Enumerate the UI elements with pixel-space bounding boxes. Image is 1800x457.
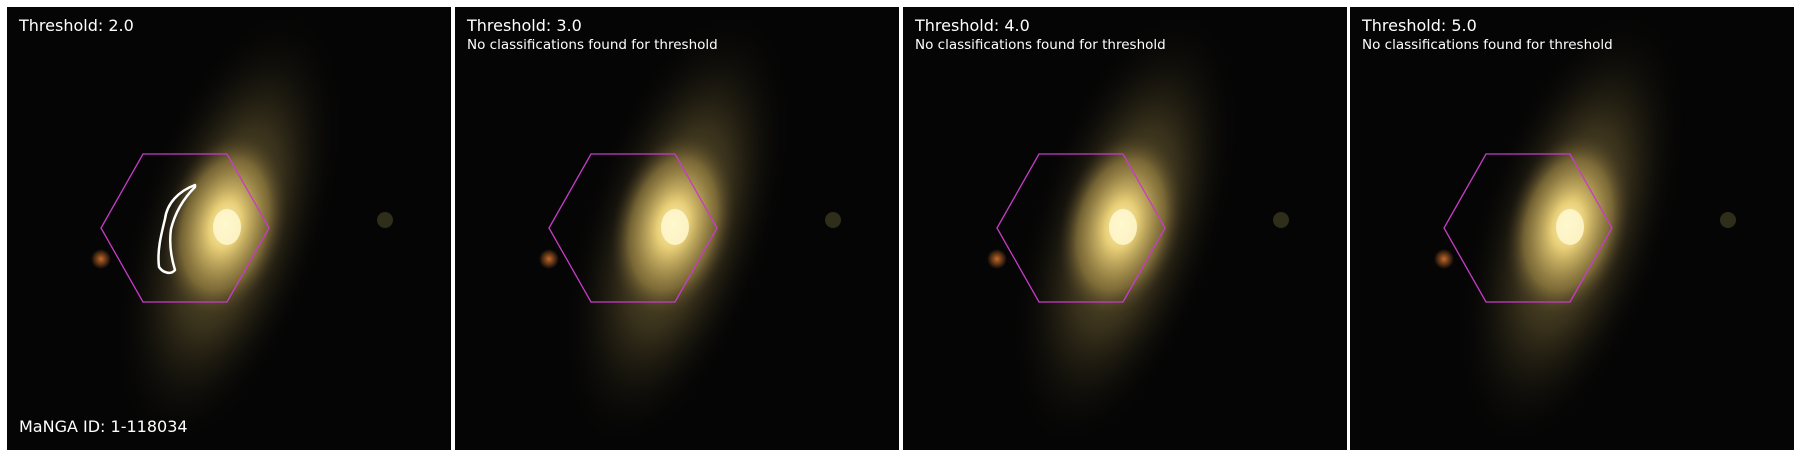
ifu-hexagon bbox=[1443, 153, 1613, 303]
ifu-hexagon bbox=[548, 153, 718, 303]
no-classifications-message: No classifications found for threshold bbox=[1362, 37, 1613, 53]
panel-threshold-5: Threshold: 5.0 No classifications found … bbox=[1350, 7, 1794, 450]
panel-threshold-2: Threshold: 2.0 MaNGA ID: 1-118034 bbox=[7, 7, 451, 450]
panel-threshold-4: Threshold: 4.0 No classifications found … bbox=[903, 7, 1347, 450]
panel-title: Threshold: 5.0 bbox=[1362, 16, 1477, 35]
ifu-hexagon bbox=[996, 153, 1166, 303]
ifu-hexagon bbox=[100, 153, 270, 303]
panel-title: Threshold: 2.0 bbox=[19, 16, 134, 35]
no-classifications-message: No classifications found for threshold bbox=[915, 37, 1166, 53]
galaxy-image bbox=[7, 7, 451, 450]
panel-threshold-3: Threshold: 3.0 No classifications found … bbox=[455, 7, 899, 450]
manga-id-label: MaNGA ID: 1-118034 bbox=[19, 417, 188, 436]
no-classifications-message: No classifications found for threshold bbox=[467, 37, 718, 53]
panel-title: Threshold: 3.0 bbox=[467, 16, 582, 35]
galaxy-image bbox=[455, 7, 899, 450]
galaxy-image bbox=[903, 7, 1347, 450]
classification-outline bbox=[157, 183, 197, 275]
panel-title: Threshold: 4.0 bbox=[915, 16, 1030, 35]
galaxy-image bbox=[1350, 7, 1794, 450]
